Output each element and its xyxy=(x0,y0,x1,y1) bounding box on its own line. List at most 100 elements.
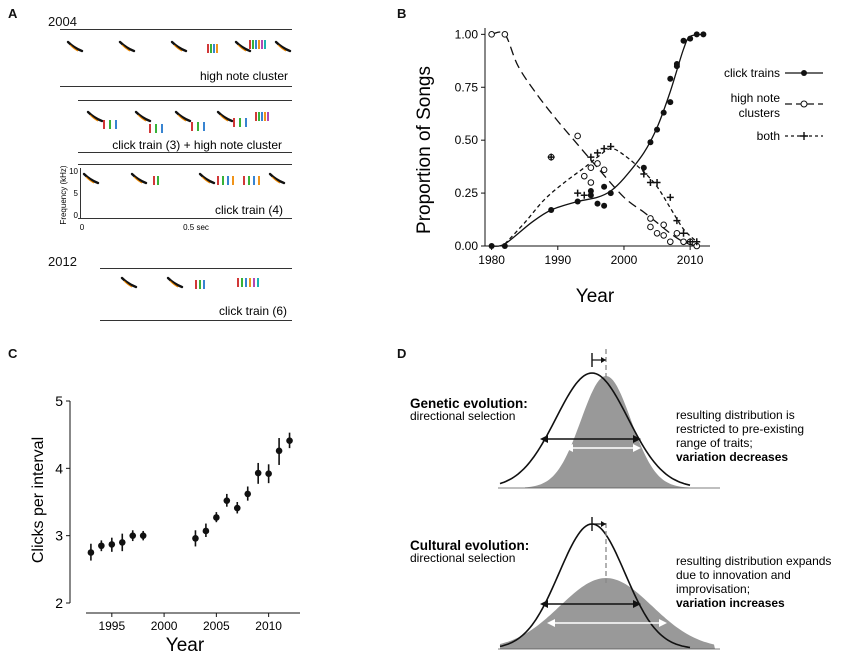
song-syllable xyxy=(274,40,292,53)
b-point-click-train xyxy=(673,60,680,67)
b-point-high-note xyxy=(587,164,595,171)
b-fit-line-1 xyxy=(491,33,704,247)
syllable-harmonic xyxy=(69,44,79,52)
b-point-click-train xyxy=(700,31,707,38)
b-x-tick-label: 1990 xyxy=(544,253,571,267)
b-point-click-train xyxy=(594,200,601,207)
b-point-high-note xyxy=(488,31,495,38)
syllable-harmonic xyxy=(137,114,147,122)
b-y-tick-label: 0.00 xyxy=(455,239,479,253)
c-point xyxy=(233,504,241,512)
syllable-harmonic xyxy=(123,280,133,288)
b-x-tick-label: 2000 xyxy=(611,253,638,267)
b-point-both xyxy=(587,153,595,161)
b-point-both xyxy=(666,193,674,201)
b-point-high-note xyxy=(587,179,595,186)
genetic-desc-line2: restricted to pre-existing xyxy=(676,422,804,436)
song-syllable xyxy=(130,172,148,185)
panel-a-spectrograms: high note cluster click train (3) + high… xyxy=(59,29,292,321)
song-syllable xyxy=(198,172,216,185)
c-x-tick-label: 2005 xyxy=(203,619,230,633)
strip-label-2: click train (3) + high note cluster xyxy=(112,138,282,152)
b-point-click-train xyxy=(488,243,495,249)
b-y-tick-label: 0.25 xyxy=(455,186,479,200)
cultural-desc-line2: due to innovation and xyxy=(676,568,791,582)
syllable-harmonic xyxy=(133,176,143,184)
b-point-both xyxy=(680,229,688,237)
b-point-click-train xyxy=(667,99,674,106)
legend-label-high-note-line2: clusters xyxy=(739,106,780,120)
b-point-high-note xyxy=(600,166,608,174)
song-syllable xyxy=(234,40,252,53)
b-point-high-note xyxy=(647,215,654,222)
time-tick-half: 0.5 sec xyxy=(183,223,209,232)
b-point-high-note xyxy=(501,31,509,38)
panel-b-chart: 0.00 0.25 0.50 0.75 1.00 1980 1990 2000 2010 Yea… xyxy=(414,27,823,307)
c-point xyxy=(108,541,116,548)
b-point-high-note xyxy=(653,230,661,237)
b-point-click-train xyxy=(647,139,654,146)
b-y-tick-label: 1.00 xyxy=(455,27,479,41)
b-x-axis-label: Year xyxy=(576,286,615,307)
b-point-both xyxy=(646,179,654,187)
song-syllable xyxy=(170,40,188,53)
strip-label-3: click train (4) xyxy=(215,203,283,217)
song-syllable xyxy=(216,110,234,123)
cultural-desc-bold: variation increases xyxy=(676,596,785,610)
legend-marker-open xyxy=(800,100,808,108)
panel-d-diagram: Genetic evolution: directional selection… xyxy=(410,349,831,650)
c-point xyxy=(254,469,262,477)
b-point-click-train xyxy=(654,126,661,133)
strip-label-1: high note cluster xyxy=(200,69,288,83)
year-label-2012: 2012 xyxy=(48,254,77,269)
legend-label-both: both xyxy=(757,129,780,143)
c-point xyxy=(275,447,283,455)
panel-label-c: C xyxy=(8,346,18,361)
song-syllable xyxy=(174,110,192,123)
syllable-harmonic xyxy=(201,176,211,184)
b-point-click-train xyxy=(587,187,594,194)
legend-marker-plus xyxy=(800,132,808,140)
legend-marker-filled xyxy=(801,70,807,76)
cultural-subtitle: directional selection xyxy=(410,551,515,565)
genetic-desc-line3: range of traits; xyxy=(676,436,753,450)
song-syllable xyxy=(66,40,84,53)
cultural-desc-line3: improvisation; xyxy=(676,582,750,596)
panel-label-b: B xyxy=(397,6,407,21)
panel-label-a: A xyxy=(8,6,18,21)
b-point-high-note xyxy=(594,160,601,167)
b-point-both xyxy=(594,149,601,157)
b-point-both xyxy=(673,217,681,225)
c-x-tick-label: 2000 xyxy=(151,619,178,633)
b-legend: click trains high note clusters both xyxy=(724,66,823,143)
b-point-high-note xyxy=(574,132,581,140)
b-x-tick-label: 2010 xyxy=(677,253,704,267)
song-syllable xyxy=(120,276,138,289)
b-point-click-train xyxy=(501,243,508,249)
c-point xyxy=(129,532,137,539)
c-point xyxy=(87,549,95,556)
freq-tick-0: 0 xyxy=(74,211,79,220)
cultural-distribution-diagram xyxy=(498,517,720,650)
b-x-tick-label: 1980 xyxy=(478,253,505,267)
panel-label-d: D xyxy=(397,346,407,361)
strip-label-4: click train (6) xyxy=(219,304,287,318)
frequency-axis-label: Frequency (kHz) xyxy=(59,165,68,224)
b-point-both xyxy=(686,238,694,246)
cultural-title: Cultural evolution: xyxy=(410,538,529,553)
b-point-click-train xyxy=(574,198,581,205)
syllable-harmonic xyxy=(271,176,281,184)
year-label-2004: 2004 xyxy=(48,14,77,29)
c-point xyxy=(286,437,293,445)
c-point xyxy=(98,542,105,550)
genetic-desc-line1: resulting distribution is xyxy=(676,408,795,422)
legend-label-high-note-line1: high note xyxy=(731,91,781,105)
c-x-axis-label: Year xyxy=(166,635,205,655)
syllable-harmonic xyxy=(177,114,187,122)
b-point-both xyxy=(653,179,661,187)
b-point-click-train xyxy=(680,37,687,44)
c-point xyxy=(213,514,220,521)
b-point-high-note xyxy=(673,230,681,237)
genetic-title: Genetic evolution: xyxy=(410,396,528,411)
b-point-both xyxy=(580,191,588,199)
